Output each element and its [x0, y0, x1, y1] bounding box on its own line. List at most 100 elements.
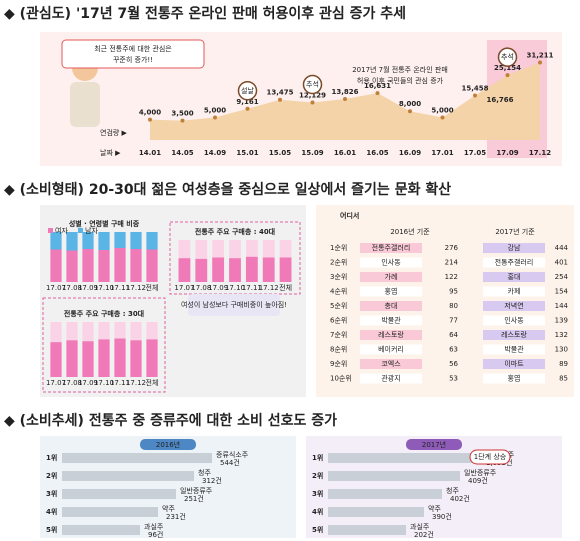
count: 122: [445, 273, 458, 281]
name: 과실주: [144, 522, 164, 531]
name: 코엑스: [381, 359, 401, 368]
chart-title: 성별 · 연령별 구매 비중: [69, 219, 140, 228]
header: 2017년 기준: [495, 227, 535, 236]
count: 544건: [220, 458, 240, 467]
name: 강남: [508, 243, 521, 252]
name-box: [483, 359, 545, 369]
x-label: 17.11: [110, 379, 130, 387]
x-label: 17.10: [94, 379, 114, 387]
count: 77: [449, 317, 458, 325]
bar: [82, 249, 94, 282]
where-title: 어디서: [340, 211, 359, 220]
rank: 1위: [46, 453, 57, 462]
rank: 4순위: [330, 288, 347, 296]
area: [150, 62, 540, 140]
name: 인사동: [381, 258, 401, 267]
step: [62, 453, 212, 463]
x-label: 15.01: [236, 149, 258, 157]
bar: [146, 249, 158, 282]
bar: [114, 338, 126, 377]
bar: [130, 232, 142, 249]
name: 홍엽: [508, 374, 521, 383]
point: [440, 115, 445, 120]
callout-text: 꾸준히 증가!!: [113, 55, 153, 64]
callout: [61, 39, 205, 69]
name: 홍대: [508, 272, 521, 281]
x-label: 16.05: [366, 149, 388, 157]
rank: 2위: [312, 471, 323, 480]
x-label: 17.07: [174, 284, 194, 292]
name: 약주: [162, 504, 175, 513]
name: 인사동: [504, 316, 524, 325]
name-box: [360, 315, 422, 326]
step: [328, 471, 460, 481]
name-box: [360, 301, 422, 311]
count: 402건: [450, 494, 470, 503]
name: 레스토랑: [378, 330, 404, 339]
bar: [98, 339, 110, 377]
value-label: 12,129: [299, 92, 326, 100]
marker: [302, 74, 323, 95]
callout-text: 허용 이후 국민들의 관심 증가: [357, 76, 444, 85]
x-label: 17.10: [94, 284, 114, 292]
x-label: 16.09: [399, 149, 421, 157]
count: 202건: [414, 530, 434, 539]
x-label: 17.09: [496, 149, 518, 157]
step: [328, 489, 442, 499]
value-label: 13,826: [331, 88, 358, 96]
extra-label: 16,766: [486, 96, 513, 104]
name-box: [360, 243, 422, 253]
count: 130: [555, 346, 568, 354]
name: 증류식소주: [216, 450, 249, 459]
value-label: 8,000: [399, 100, 421, 108]
bar: [66, 250, 78, 282]
legend-swatch: [78, 228, 83, 233]
name: 저녁연: [504, 301, 523, 310]
count: 409건: [468, 476, 488, 485]
name-box: [360, 373, 422, 384]
name: 일반증류주: [180, 486, 213, 495]
count: 80: [449, 302, 458, 310]
row-label: 연검량 ▶: [100, 129, 128, 137]
count: 64: [449, 331, 458, 339]
count: 251건: [184, 494, 204, 503]
count: 63: [449, 346, 458, 354]
count: 53: [449, 375, 458, 383]
x-label: 14.09: [204, 149, 226, 157]
x-label: 17.11: [110, 284, 130, 292]
count: 312건: [202, 476, 222, 485]
name-box: [360, 359, 422, 369]
name-box: [483, 286, 545, 297]
rank: 1위: [312, 453, 323, 462]
marker: [237, 81, 258, 101]
name-box: [483, 257, 545, 268]
value-label: 3,500: [171, 110, 193, 118]
x-label: 17.07: [46, 379, 66, 387]
count: 144: [555, 302, 569, 310]
bar: [114, 248, 126, 282]
rank: 3위: [312, 489, 323, 498]
rank: 3순위: [330, 273, 347, 281]
value-label: 5,000: [431, 107, 453, 115]
x-label: 14.01: [139, 149, 161, 157]
count: 85: [559, 375, 568, 383]
value-label: 15,458: [461, 85, 488, 93]
rank: 2순위: [330, 259, 347, 267]
value-label: 4,000: [139, 109, 161, 117]
count: 139: [555, 317, 568, 325]
value-label: 13,475: [266, 89, 293, 97]
x-label: 17.09: [78, 379, 98, 387]
rank: 3위: [46, 489, 57, 498]
point: [473, 93, 477, 98]
x-label: 전체: [146, 283, 159, 292]
header: 2016년 기준: [390, 227, 430, 236]
point: [180, 118, 185, 123]
name: 청주: [446, 487, 459, 495]
bar: [146, 339, 158, 377]
bar: [245, 256, 258, 282]
rank-panel-2016: [40, 436, 296, 538]
count: 96건: [148, 530, 163, 539]
point: [278, 97, 282, 102]
bar: [212, 257, 225, 282]
